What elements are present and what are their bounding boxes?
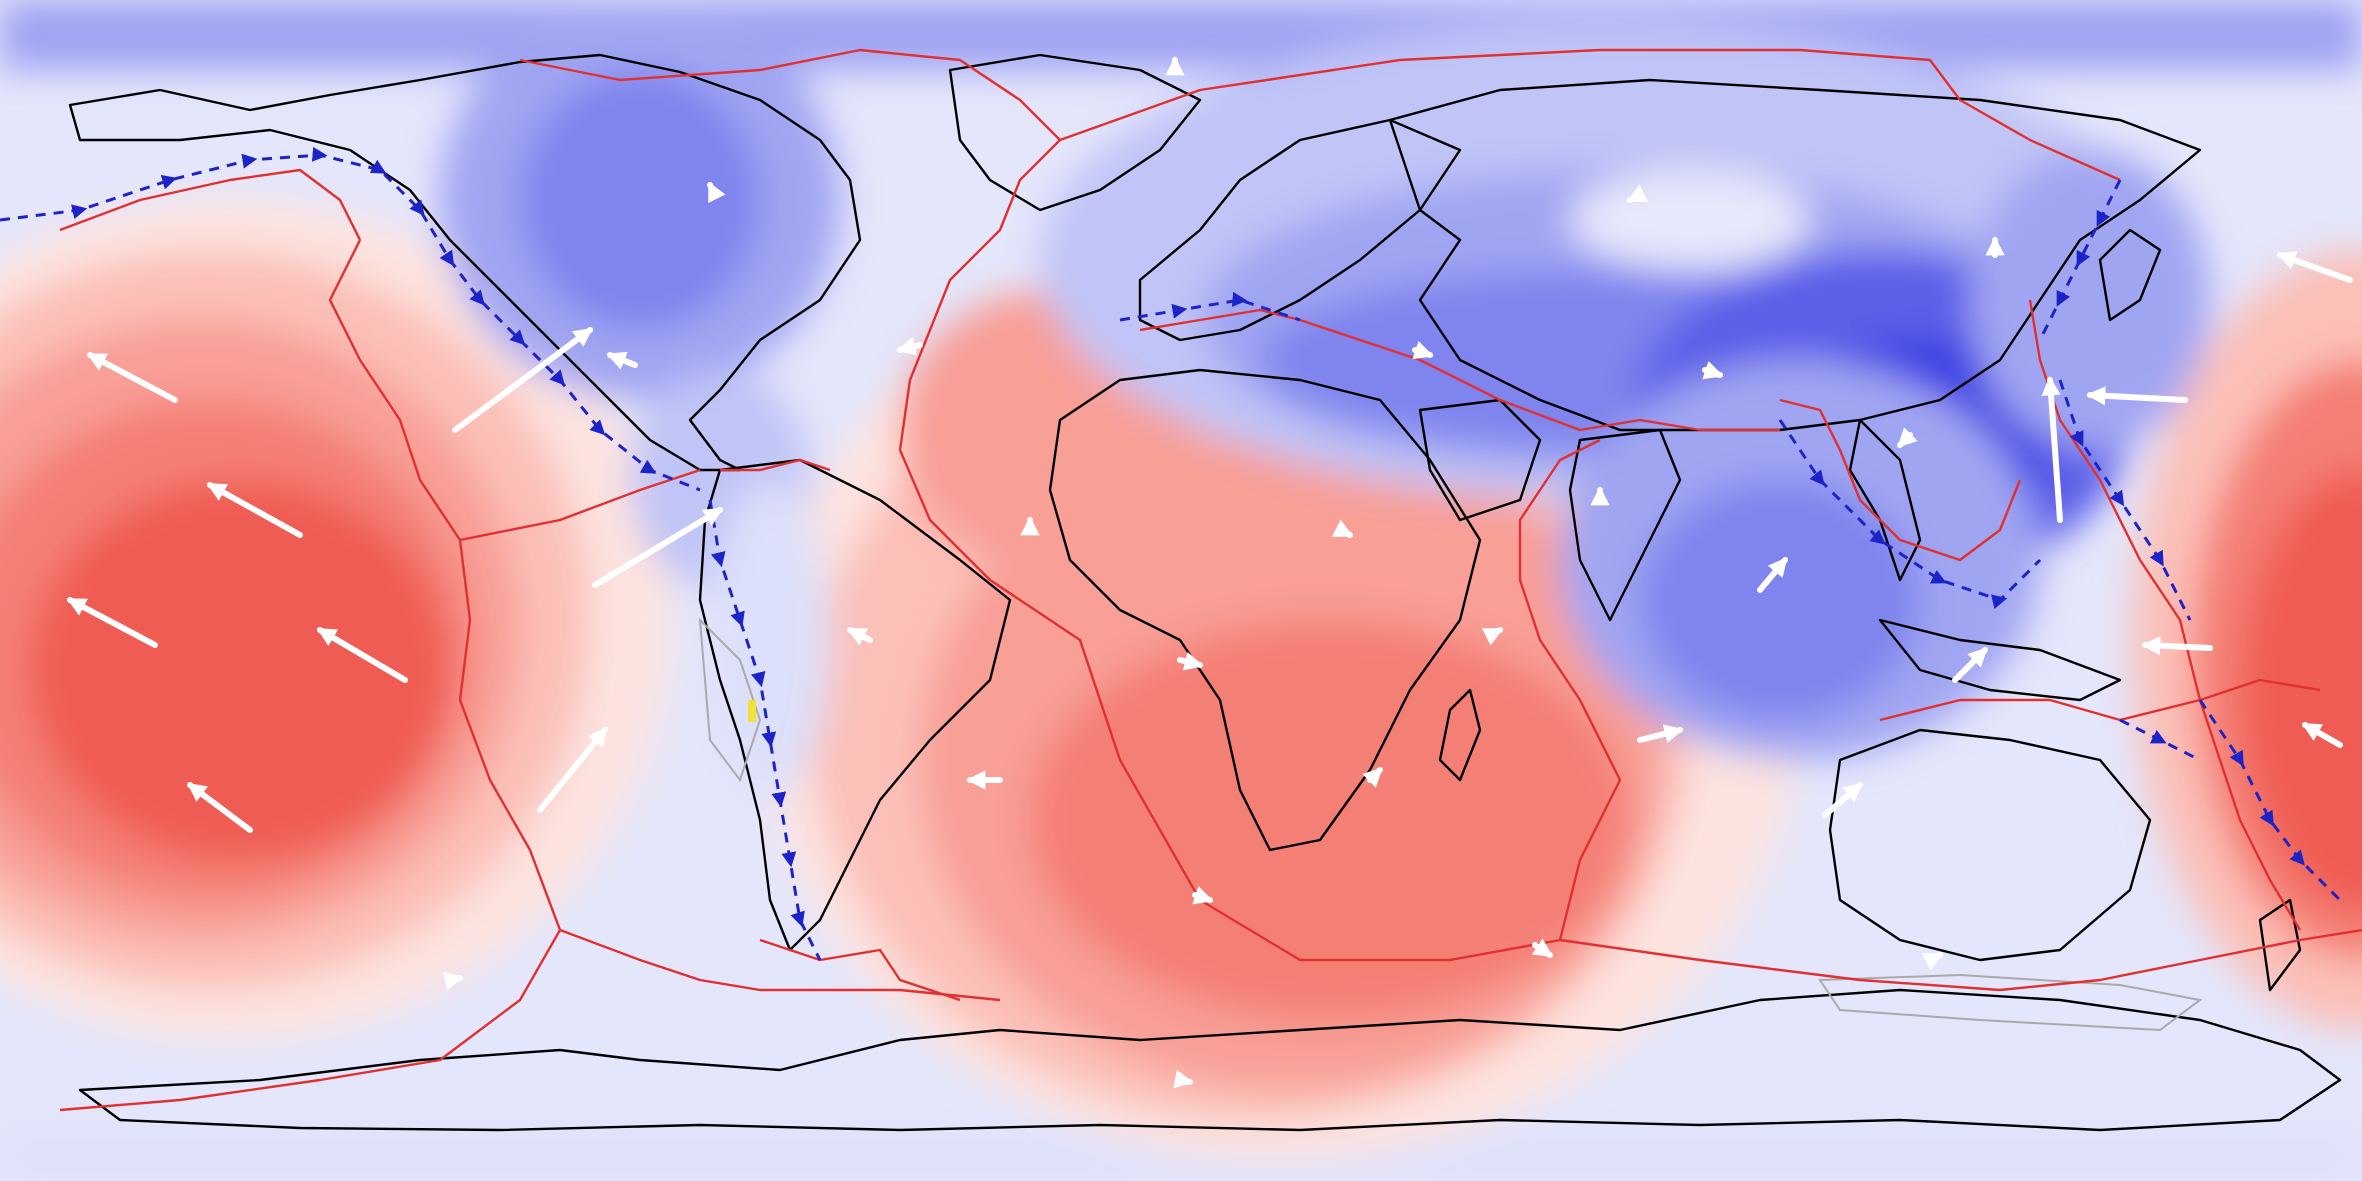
velocity-arrow — [452, 327, 594, 433]
west-pacific-low — [1970, 150, 2210, 450]
subduction-izu-mariana — [2058, 379, 2192, 621]
subduction-new-hebrides — [2119, 718, 2201, 762]
plate-boundaries — [59, 48, 2362, 1112]
ice-shelf-ross — [1818, 973, 2203, 1032]
velocity-arrow — [2086, 386, 2188, 406]
velocity-arrow — [1921, 952, 1944, 971]
velocity-arrow — [896, 336, 923, 356]
siberia-light — [1570, 170, 1810, 270]
velocity-arrow — [1362, 767, 1383, 788]
velocity-arrow — [86, 352, 178, 403]
boundary-scotia — [759, 938, 961, 1002]
velocity-arrow — [1531, 938, 1554, 958]
velocity-arrow — [186, 782, 253, 833]
coastline-greenland — [948, 53, 1202, 212]
boundary-eurasia-north — [1059, 48, 2121, 182]
velocity-arrow — [316, 627, 408, 683]
velocity-arrow — [1757, 557, 1788, 593]
polar-band-north — [0, 0, 2362, 70]
velocity-arrow — [707, 181, 726, 204]
pacific-high-core — [30, 480, 450, 860]
velocity-arrow — [1177, 651, 1204, 671]
velocity-arrow — [1637, 724, 1684, 744]
velocity-arrow — [2141, 636, 2213, 656]
coastline-asia — [1388, 78, 2202, 432]
velocity-arrow — [537, 727, 608, 813]
subduction-andes — [708, 499, 822, 961]
coastline-antarctica — [78, 988, 2342, 1132]
north-america-low-core — [520, 70, 760, 330]
velocity-arrow — [443, 971, 464, 991]
velocity-arrow — [592, 507, 724, 588]
subduction-japan-kurile — [2038, 179, 2122, 341]
velocity-arrow — [2301, 722, 2343, 748]
velocity-arrow — [66, 597, 158, 648]
coastline-madagascar — [1438, 688, 1482, 782]
velocity-arrow — [1952, 647, 1988, 683]
boundary-southeast-indian — [1559, 928, 2362, 992]
velocity-arrow — [1626, 184, 1649, 203]
velocity-arrow — [1331, 519, 1354, 538]
velocity-arrow — [2276, 251, 2353, 283]
coastlines — [68, 53, 2342, 1132]
subduction-zones — [0, 146, 2342, 961]
boundary-nazca — [459, 468, 701, 542]
velocity-arrow — [2041, 376, 2063, 523]
boundary-antarctic-west — [559, 928, 1001, 1002]
velocity-vectors — [66, 56, 2353, 1089]
subduction-sunda — [1778, 419, 2042, 610]
velocity-arrow — [1412, 341, 1434, 360]
subduction-mediterranean — [1119, 291, 1301, 322]
coastline-new-zealand — [2258, 898, 2302, 992]
coastline-india — [1568, 428, 1682, 622]
african-high-core — [1030, 620, 1630, 1020]
velocity-arrow — [1822, 782, 1863, 818]
velocity-arrow — [1897, 427, 1918, 448]
velocity-arrow — [206, 482, 303, 538]
velocity-arrow — [1192, 886, 1214, 905]
boundary-caribbean — [720, 458, 831, 472]
boundary-indian-ridge — [1518, 438, 1622, 941]
velocity-arrow — [1481, 627, 1504, 646]
velocity-arrow — [1702, 361, 1724, 380]
south-america-low — [710, 480, 830, 800]
subduction-aleutian — [0, 146, 701, 492]
coastline-japan — [2098, 228, 2162, 322]
coastline-australia — [1828, 728, 2152, 962]
velocity-arrow — [606, 351, 638, 370]
yellow-marker — [748, 700, 756, 722]
coastline-indonesia — [1878, 618, 2122, 702]
velocity-arrow — [1173, 1069, 1194, 1089]
velocity-arrow — [846, 627, 873, 646]
boundary-mid-atlantic-south — [898, 449, 1561, 962]
